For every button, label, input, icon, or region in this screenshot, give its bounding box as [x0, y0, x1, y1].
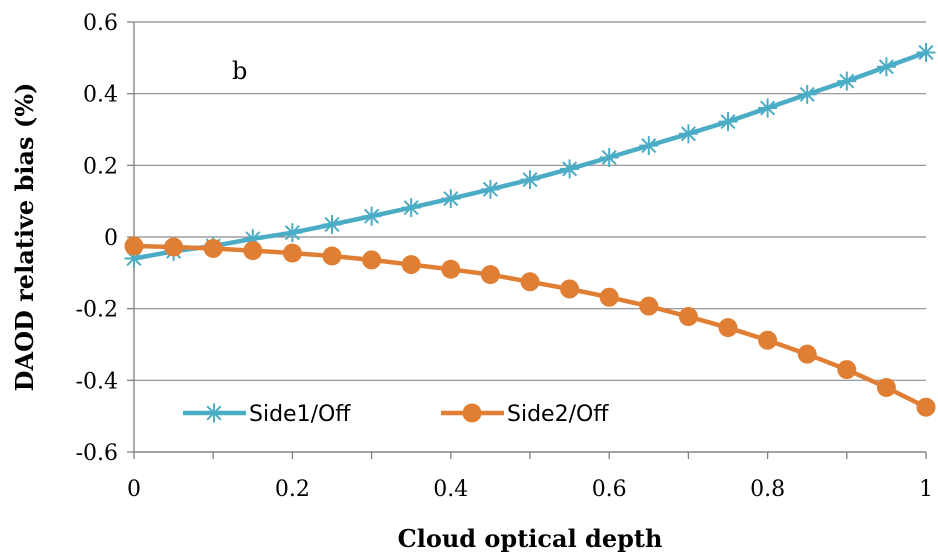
data-point [362, 206, 382, 226]
data-point [718, 318, 738, 338]
data-point [282, 243, 302, 263]
data-point-stroke [562, 161, 578, 177]
data-point [322, 246, 342, 266]
data-point [599, 147, 619, 167]
y-tick-label: -0.4 [76, 369, 118, 394]
data-point [837, 71, 857, 91]
data-point-stroke [324, 216, 340, 233]
legend-label: Side1/Off [249, 402, 351, 427]
legend-marker-stroke [206, 405, 222, 421]
x-tick-label: 1 [919, 477, 933, 502]
data-point [441, 189, 461, 209]
data-point [876, 57, 896, 77]
data-point-stroke [839, 73, 855, 89]
data-point [797, 84, 817, 104]
legend: Side1/Off Side2/Off [183, 402, 609, 427]
data-point-stroke [680, 126, 696, 142]
data-point [678, 124, 698, 144]
label-layer: 0.6 0.4 0.2 0 -0.2 -0.4 -0.6 0 0.2 0.4 0.6 0.8 1 Clou… [10, 11, 933, 553]
data-point [282, 223, 302, 243]
y-tick-label: 0 [104, 226, 118, 251]
x-axis-title: Cloud optical depth [398, 524, 663, 553]
data-point-stroke [601, 149, 617, 165]
data-point [916, 42, 936, 62]
y-tick-label: 0.2 [83, 154, 118, 179]
data-point-stroke [720, 114, 736, 130]
legend-item: Side1/Off [183, 402, 351, 427]
data-point-stroke [443, 191, 459, 207]
y-tick-label: -0.2 [76, 298, 118, 323]
data-point [203, 238, 223, 258]
data-point [639, 296, 659, 316]
data-point [718, 112, 738, 132]
series-line [131, 50, 929, 261]
data-point-stroke [918, 44, 934, 61]
data-point-stroke [878, 59, 894, 75]
legend-marker [204, 403, 224, 423]
data-point-stroke [364, 208, 380, 224]
data-point [480, 179, 500, 199]
data-point [678, 307, 698, 327]
panel-label: b [232, 57, 247, 85]
series-2 [124, 236, 936, 417]
series-line [131, 243, 929, 410]
legend-item: Side2/Off [441, 402, 609, 427]
data-point [401, 198, 421, 218]
data-point-stroke [284, 225, 300, 241]
data-point [758, 330, 778, 350]
data-point [797, 344, 817, 364]
x-tick-label: 0.6 [592, 477, 627, 502]
data-point [322, 214, 342, 234]
data-point [560, 279, 580, 299]
data-point [876, 378, 896, 397]
data-point [520, 170, 540, 190]
data-point [520, 272, 540, 292]
data-point [243, 241, 263, 261]
data-point-stroke [403, 200, 419, 216]
x-tick-label: 0.2 [275, 477, 310, 502]
y-tick-label: -0.6 [76, 441, 118, 466]
x-tick-label: 0.8 [750, 477, 785, 502]
data-point [916, 397, 936, 417]
x-tick-label: 0.4 [433, 477, 468, 502]
data-point [758, 98, 778, 118]
data-point-stroke [760, 100, 776, 116]
y-tick-label: 0.4 [83, 83, 118, 108]
legend-label: Side2/Off [507, 402, 609, 427]
data-point-stroke [641, 138, 657, 154]
data-point-stroke [799, 86, 815, 102]
data-point-stroke [522, 172, 538, 188]
data-point [401, 255, 421, 275]
x-tick-label: 0 [127, 477, 141, 502]
series-layer [124, 42, 936, 417]
y-tick-label: 0.6 [83, 11, 118, 36]
data-point [837, 360, 857, 380]
data-point [599, 287, 619, 307]
data-point [362, 250, 382, 270]
data-point-stroke [482, 181, 498, 197]
data-point [441, 259, 461, 279]
data-point [560, 159, 580, 179]
legend-marker [462, 403, 482, 423]
data-point [480, 265, 500, 285]
y-axis-title: DAOD relative bias (%) [10, 83, 39, 392]
data-point [164, 237, 184, 257]
data-point [639, 136, 659, 156]
data-point [124, 236, 144, 256]
